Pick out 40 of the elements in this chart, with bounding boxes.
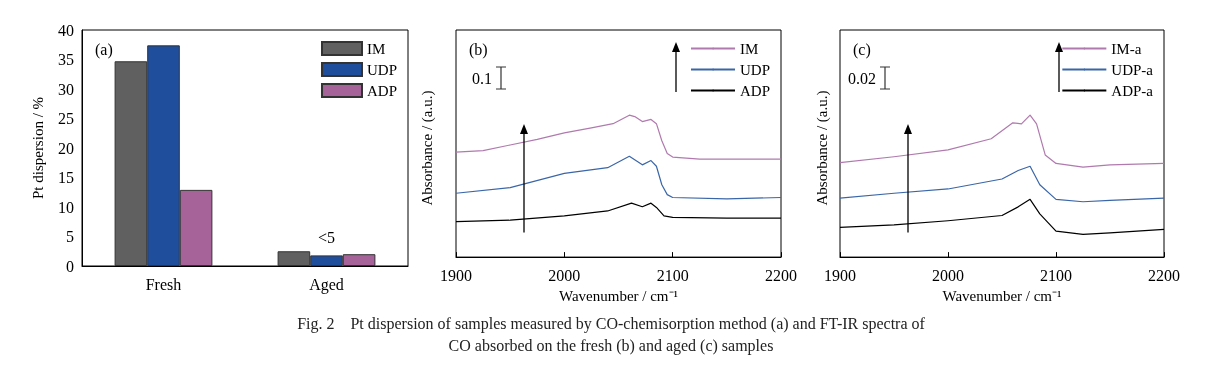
y-tick-label: 35: [58, 51, 74, 68]
y-tick-label: 30: [58, 80, 74, 98]
x-tick-label: 2000: [932, 266, 964, 284]
legend-label: UDP-a: [1111, 61, 1154, 78]
y-tick-label: 20: [58, 139, 74, 157]
x-tick-label: 1900: [440, 266, 472, 284]
text: (a): [95, 40, 113, 59]
legend-label: ADP-a: [1111, 82, 1154, 99]
chart-title: (b): [469, 40, 488, 59]
legend-label: UDP: [739, 61, 771, 78]
x-tick-label: Aged: [309, 275, 344, 294]
x-tick-label: 2200: [765, 266, 797, 284]
chart-title: (c): [853, 40, 871, 59]
y-tick-label: 15: [58, 169, 74, 186]
y-tick-label: 40: [58, 21, 74, 39]
y-tick-label: 25: [58, 110, 74, 127]
x-axis-title: Wavenumber / cm⁻¹: [558, 287, 679, 304]
text: 0.1: [472, 69, 492, 87]
y-tick-label: 0: [66, 257, 74, 275]
x-tick-label: Fresh: [145, 275, 182, 293]
y-tick-label: 10: [58, 198, 74, 216]
y-tick-label: 5: [66, 228, 74, 245]
x-axis-title: Wavenumber / cm⁻¹: [942, 287, 1062, 304]
legend-label: IM: [366, 40, 386, 57]
y-axis-title: Absorbance / (a.u.): [814, 90, 831, 206]
text: 0.02: [848, 69, 876, 87]
legend-label: ADP: [366, 82, 398, 99]
caption: Fig. 2 Pt dispersion of samples measured by CO-chemisorption method (a) and FT-IR spectra of CO absorbed on the fresh (b) and aged (c) samples: [296, 314, 926, 357]
x-tick-label: 2100: [1040, 266, 1072, 284]
x-tick-label: 2100: [656, 266, 689, 284]
y-axis-title: Absorbance / (a.u.): [419, 90, 436, 206]
x-tick-label: 2200: [1148, 266, 1180, 284]
annotation: <5: [317, 228, 336, 246]
legend-label: UDP: [366, 61, 398, 78]
legend-label: IM: [739, 40, 759, 57]
x-tick-label: 2000: [548, 266, 581, 284]
y-axis-title: Pt dispersion / %: [30, 96, 46, 200]
legend-label: ADP: [739, 82, 771, 99]
x-tick-label: 1900: [824, 266, 856, 284]
legend-label: IM-a: [1111, 40, 1142, 57]
